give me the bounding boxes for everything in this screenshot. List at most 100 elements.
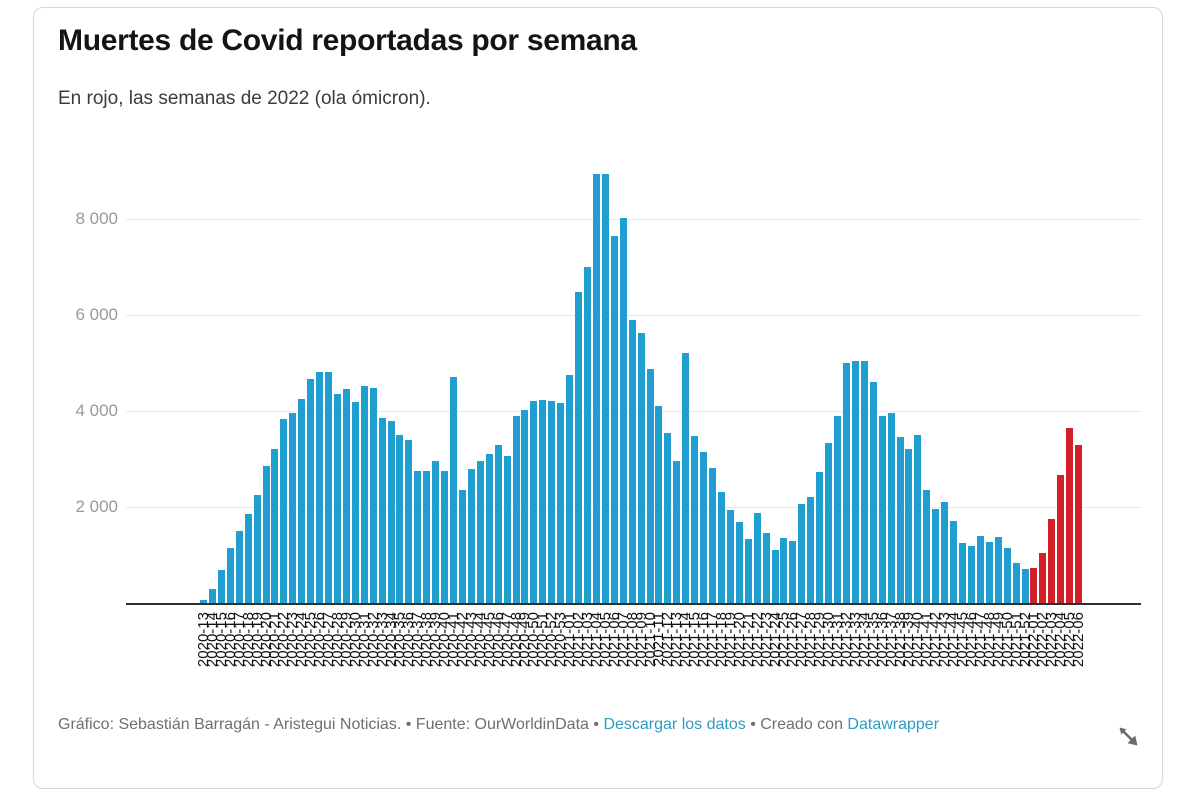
bar — [512, 416, 520, 603]
bar — [244, 514, 252, 603]
bar — [655, 406, 663, 603]
bar — [226, 548, 234, 603]
bar — [1075, 445, 1083, 603]
bar — [994, 537, 1002, 603]
bar — [1039, 553, 1047, 603]
bar — [637, 333, 645, 603]
bar — [414, 471, 422, 603]
bar — [753, 513, 761, 603]
bar — [521, 410, 529, 603]
bar — [423, 471, 431, 603]
download-data-link[interactable]: Descargar los datos — [603, 716, 746, 733]
bar — [717, 492, 725, 603]
bar — [1003, 548, 1011, 603]
gridline — [126, 315, 1141, 316]
bar-chart: 2 000 4 000 6 000 8 000 2020-13 2020-14 2020-… — [34, 8, 1162, 764]
y-tick-label: 8 000 — [75, 209, 118, 228]
bar — [887, 413, 895, 603]
chart-title: Muertes de Covid reportadas por semana — [58, 24, 637, 57]
bar — [494, 445, 502, 603]
bar — [485, 454, 493, 603]
bar — [298, 399, 306, 603]
bar — [834, 416, 842, 603]
bar — [200, 600, 207, 603]
bar — [825, 443, 833, 603]
bar — [530, 401, 538, 603]
bar — [673, 461, 681, 603]
footer-credit: Gráfico: Sebastián Barragán - Aristegui … — [58, 716, 402, 733]
bar — [923, 490, 931, 603]
bar — [360, 386, 368, 603]
bar — [217, 570, 225, 603]
bar — [941, 502, 949, 603]
bar — [914, 435, 922, 603]
bar — [441, 471, 449, 603]
bar — [1057, 475, 1065, 603]
bar — [646, 369, 654, 603]
bar — [967, 546, 975, 603]
bar — [539, 400, 547, 603]
chart-subtitle: En rojo, las semanas de 2022 (ola ómicro… — [58, 88, 431, 109]
bar — [726, 510, 734, 603]
bar — [325, 372, 333, 603]
bar — [985, 542, 993, 603]
datawrapper-link[interactable]: Datawrapper — [847, 716, 940, 733]
bar — [333, 394, 341, 603]
bar — [860, 361, 868, 603]
footer-bullet: • — [405, 716, 412, 733]
bar — [369, 388, 377, 603]
bar — [709, 468, 716, 603]
bar — [1012, 563, 1020, 603]
y-tick-label: 2 000 — [75, 497, 118, 516]
bar — [959, 543, 967, 603]
bar — [387, 421, 395, 603]
bar — [932, 509, 940, 603]
footer-bullet: • — [593, 716, 599, 733]
y-tick-label: 6 000 — [75, 305, 118, 324]
bar — [842, 363, 850, 603]
gridline — [126, 219, 1141, 220]
bar — [744, 539, 752, 603]
bar — [458, 490, 466, 603]
bar — [735, 522, 743, 603]
bar — [405, 440, 413, 603]
bar — [682, 353, 690, 603]
bar — [592, 174, 600, 603]
bar — [878, 416, 886, 603]
bar — [476, 461, 484, 603]
bar — [816, 472, 824, 603]
bar — [700, 452, 708, 603]
bar — [1066, 428, 1074, 603]
footer-source: Fuente: OurWorldinData — [415, 716, 589, 733]
bar — [378, 418, 386, 603]
bar — [432, 461, 440, 603]
bar — [950, 521, 958, 603]
bar — [307, 379, 315, 603]
footer-created-with: Creado con — [760, 716, 843, 733]
bar — [208, 589, 216, 603]
bar — [610, 236, 618, 603]
bar — [1030, 568, 1038, 603]
bar — [976, 536, 984, 603]
bar — [1021, 569, 1029, 603]
mouse-cursor-icon — [1118, 726, 1138, 746]
bar — [601, 174, 609, 603]
bar — [896, 437, 904, 603]
bar — [450, 377, 458, 603]
bar — [762, 533, 770, 603]
x-tick-label: 2022-06 — [1070, 612, 1088, 668]
bar — [289, 413, 297, 603]
bar — [807, 497, 815, 603]
bar — [235, 531, 243, 603]
chart-card: Muertes de Covid reportadas por semana E… — [33, 7, 1163, 789]
bar — [557, 403, 565, 603]
bar — [619, 218, 627, 603]
bar — [798, 504, 806, 603]
bar — [262, 466, 270, 603]
bar — [351, 402, 359, 603]
y-tick-label: 4 000 — [75, 401, 118, 420]
bar — [628, 320, 636, 603]
chart-footer: Gráfico: Sebastián Barragán - Aristegui … — [58, 716, 1148, 734]
bar — [851, 361, 859, 603]
bar — [575, 292, 583, 603]
